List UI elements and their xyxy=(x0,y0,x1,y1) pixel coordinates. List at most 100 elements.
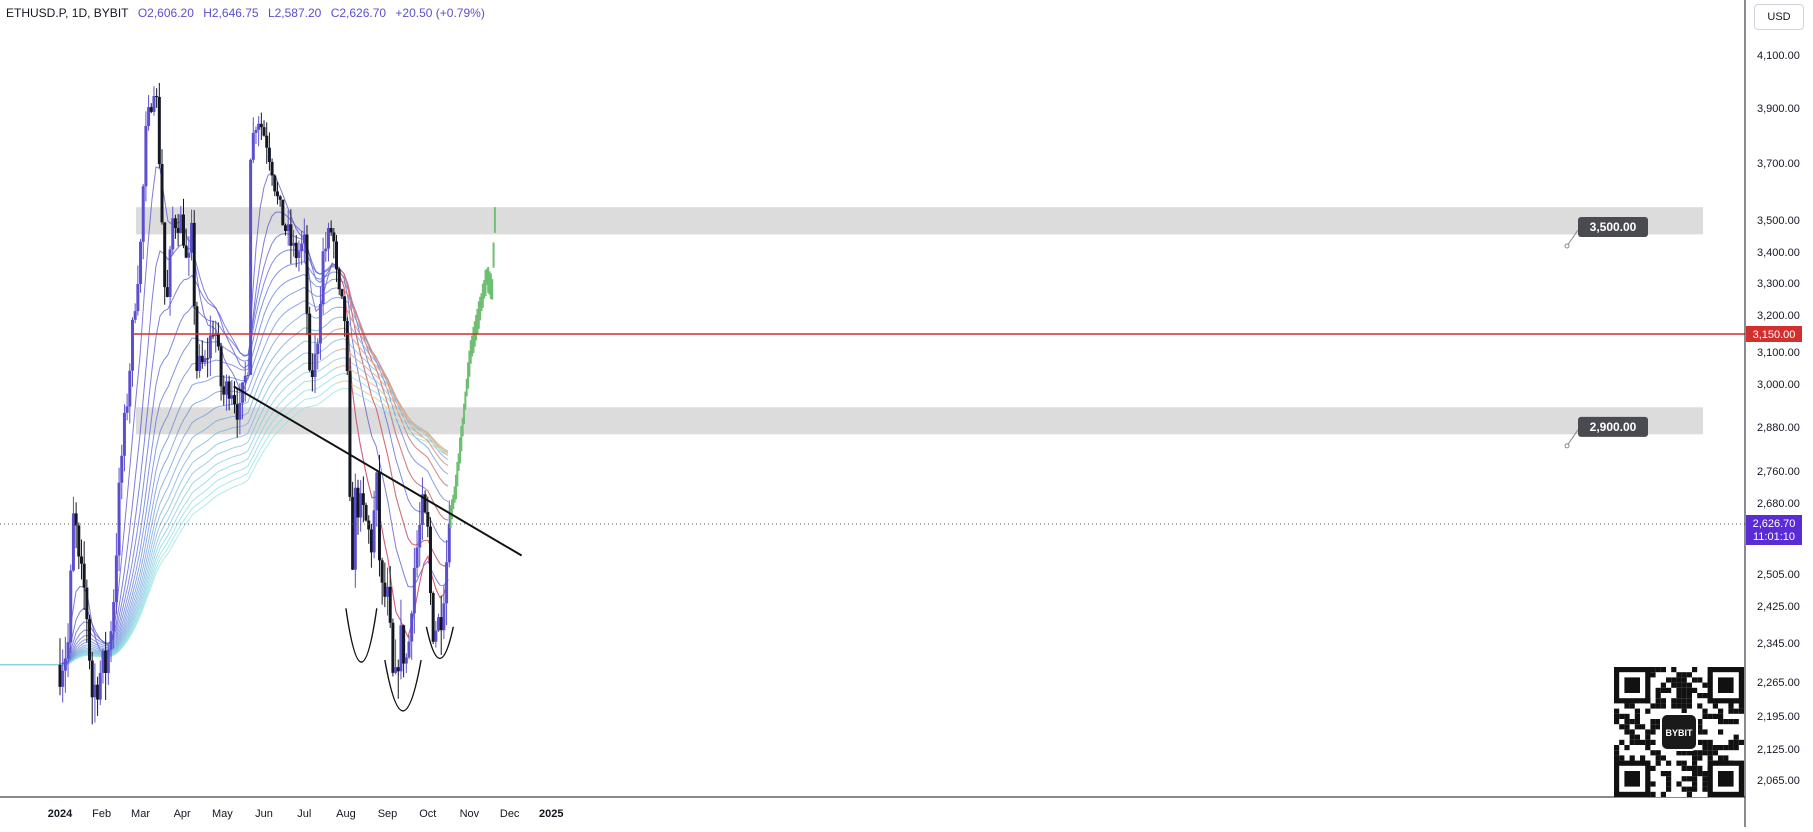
projection-bar xyxy=(469,340,472,364)
candle-body xyxy=(428,526,432,594)
qr-cell xyxy=(1697,739,1703,745)
qr-cell xyxy=(1671,682,1677,688)
candle-body xyxy=(144,125,148,187)
qr-cell xyxy=(1681,698,1687,704)
ribbon-line xyxy=(0,261,449,666)
qr-cell xyxy=(1624,729,1630,735)
ribbon-line xyxy=(0,211,449,666)
qr-cell xyxy=(1723,745,1729,751)
candle-body xyxy=(418,524,422,548)
candle-body xyxy=(286,224,290,232)
qr-cell xyxy=(1712,703,1718,709)
candle-body xyxy=(386,586,390,597)
y-tick-label: 2,760.00 xyxy=(1757,466,1800,478)
qr-cell xyxy=(1645,708,1651,714)
projection-bar xyxy=(456,461,459,487)
qr-cell xyxy=(1624,724,1630,730)
ribbon-line xyxy=(0,316,449,666)
qr-cell xyxy=(1614,719,1620,725)
qr-cell xyxy=(1660,687,1666,693)
qr-cell xyxy=(1702,771,1708,777)
candle-body xyxy=(198,355,202,371)
candle-body xyxy=(176,227,180,233)
candle-body xyxy=(402,625,406,664)
qr-cell xyxy=(1650,791,1656,797)
qr-cell xyxy=(1686,687,1692,693)
support-resistance-zone xyxy=(136,207,1703,235)
qr-cell xyxy=(1645,745,1651,751)
qr-cell xyxy=(1650,765,1656,771)
projection-bar xyxy=(457,453,460,471)
callout-leader xyxy=(1566,229,1579,247)
candle-body xyxy=(431,593,435,642)
candle-body xyxy=(394,667,398,673)
candle-body xyxy=(329,227,333,233)
candle-body xyxy=(337,269,341,290)
qr-cell xyxy=(1624,713,1630,719)
qr-cell xyxy=(1686,750,1692,756)
qr-cell xyxy=(1650,781,1656,787)
qr-cell xyxy=(1634,708,1640,714)
qr-cell xyxy=(1692,687,1698,693)
candle-body xyxy=(230,395,234,399)
qr-cell xyxy=(1629,719,1635,725)
projection-bar xyxy=(491,279,494,300)
qr-cell xyxy=(1614,750,1620,756)
candle-body xyxy=(104,650,108,673)
current-price-tag-label: 2,626.70 xyxy=(1753,518,1796,530)
ribbon-line xyxy=(0,273,449,666)
qr-cell xyxy=(1733,739,1739,745)
projection-bar xyxy=(464,391,467,410)
projection-bar xyxy=(449,505,452,529)
candle-body xyxy=(246,374,250,376)
x-tick-label: Aug xyxy=(336,808,356,820)
qr-cell xyxy=(1676,703,1682,709)
candle-body xyxy=(324,248,328,252)
qr-cell xyxy=(1655,724,1661,730)
y-tick-label: 2,425.00 xyxy=(1757,601,1800,613)
ribbon-line xyxy=(0,233,449,666)
projection-bar xyxy=(471,335,474,357)
qr-cell xyxy=(1738,708,1744,714)
candle-body xyxy=(348,370,352,497)
qr-cell xyxy=(1697,729,1703,735)
qr-cell xyxy=(1655,693,1661,699)
qr-cell xyxy=(1697,703,1703,709)
qr-cell xyxy=(1692,667,1698,673)
candle-body xyxy=(316,343,320,355)
qr-cell xyxy=(1650,729,1656,735)
ribbon-line xyxy=(335,348,449,452)
qr-cell xyxy=(1614,745,1620,751)
projection-bar xyxy=(454,474,457,500)
qr-cell xyxy=(1624,719,1630,725)
countdown-timer-label: 11:01:10 xyxy=(1753,531,1795,543)
qr-cell xyxy=(1660,667,1666,673)
y-tick-label: 2,680.00 xyxy=(1757,498,1800,510)
candle-body xyxy=(415,547,419,568)
currency-button[interactable]: USD xyxy=(1754,4,1804,30)
qr-cell xyxy=(1660,703,1666,709)
candle-body xyxy=(377,472,381,561)
candle-body xyxy=(273,175,277,192)
y-tick-label: 2,065.00 xyxy=(1757,775,1800,787)
support-resistance-zone xyxy=(136,407,1703,435)
open-value: O2,606.20 xyxy=(137,6,194,20)
x-tick-label: Jul xyxy=(297,808,311,820)
qr-finder xyxy=(1624,771,1640,787)
qr-cell xyxy=(1686,791,1692,797)
candle-body xyxy=(120,455,124,483)
candle-body xyxy=(445,562,449,604)
price-callout xyxy=(1578,217,1648,237)
qr-cell xyxy=(1655,755,1661,761)
candle-body xyxy=(195,306,199,371)
pattern-arc xyxy=(384,659,422,712)
qr-cell xyxy=(1619,724,1625,730)
candle-body xyxy=(284,225,288,232)
qr-cell xyxy=(1702,708,1708,714)
candle-body xyxy=(388,586,392,623)
candle-body xyxy=(90,660,94,698)
qr-cell xyxy=(1624,745,1630,751)
candle-body xyxy=(251,132,255,160)
